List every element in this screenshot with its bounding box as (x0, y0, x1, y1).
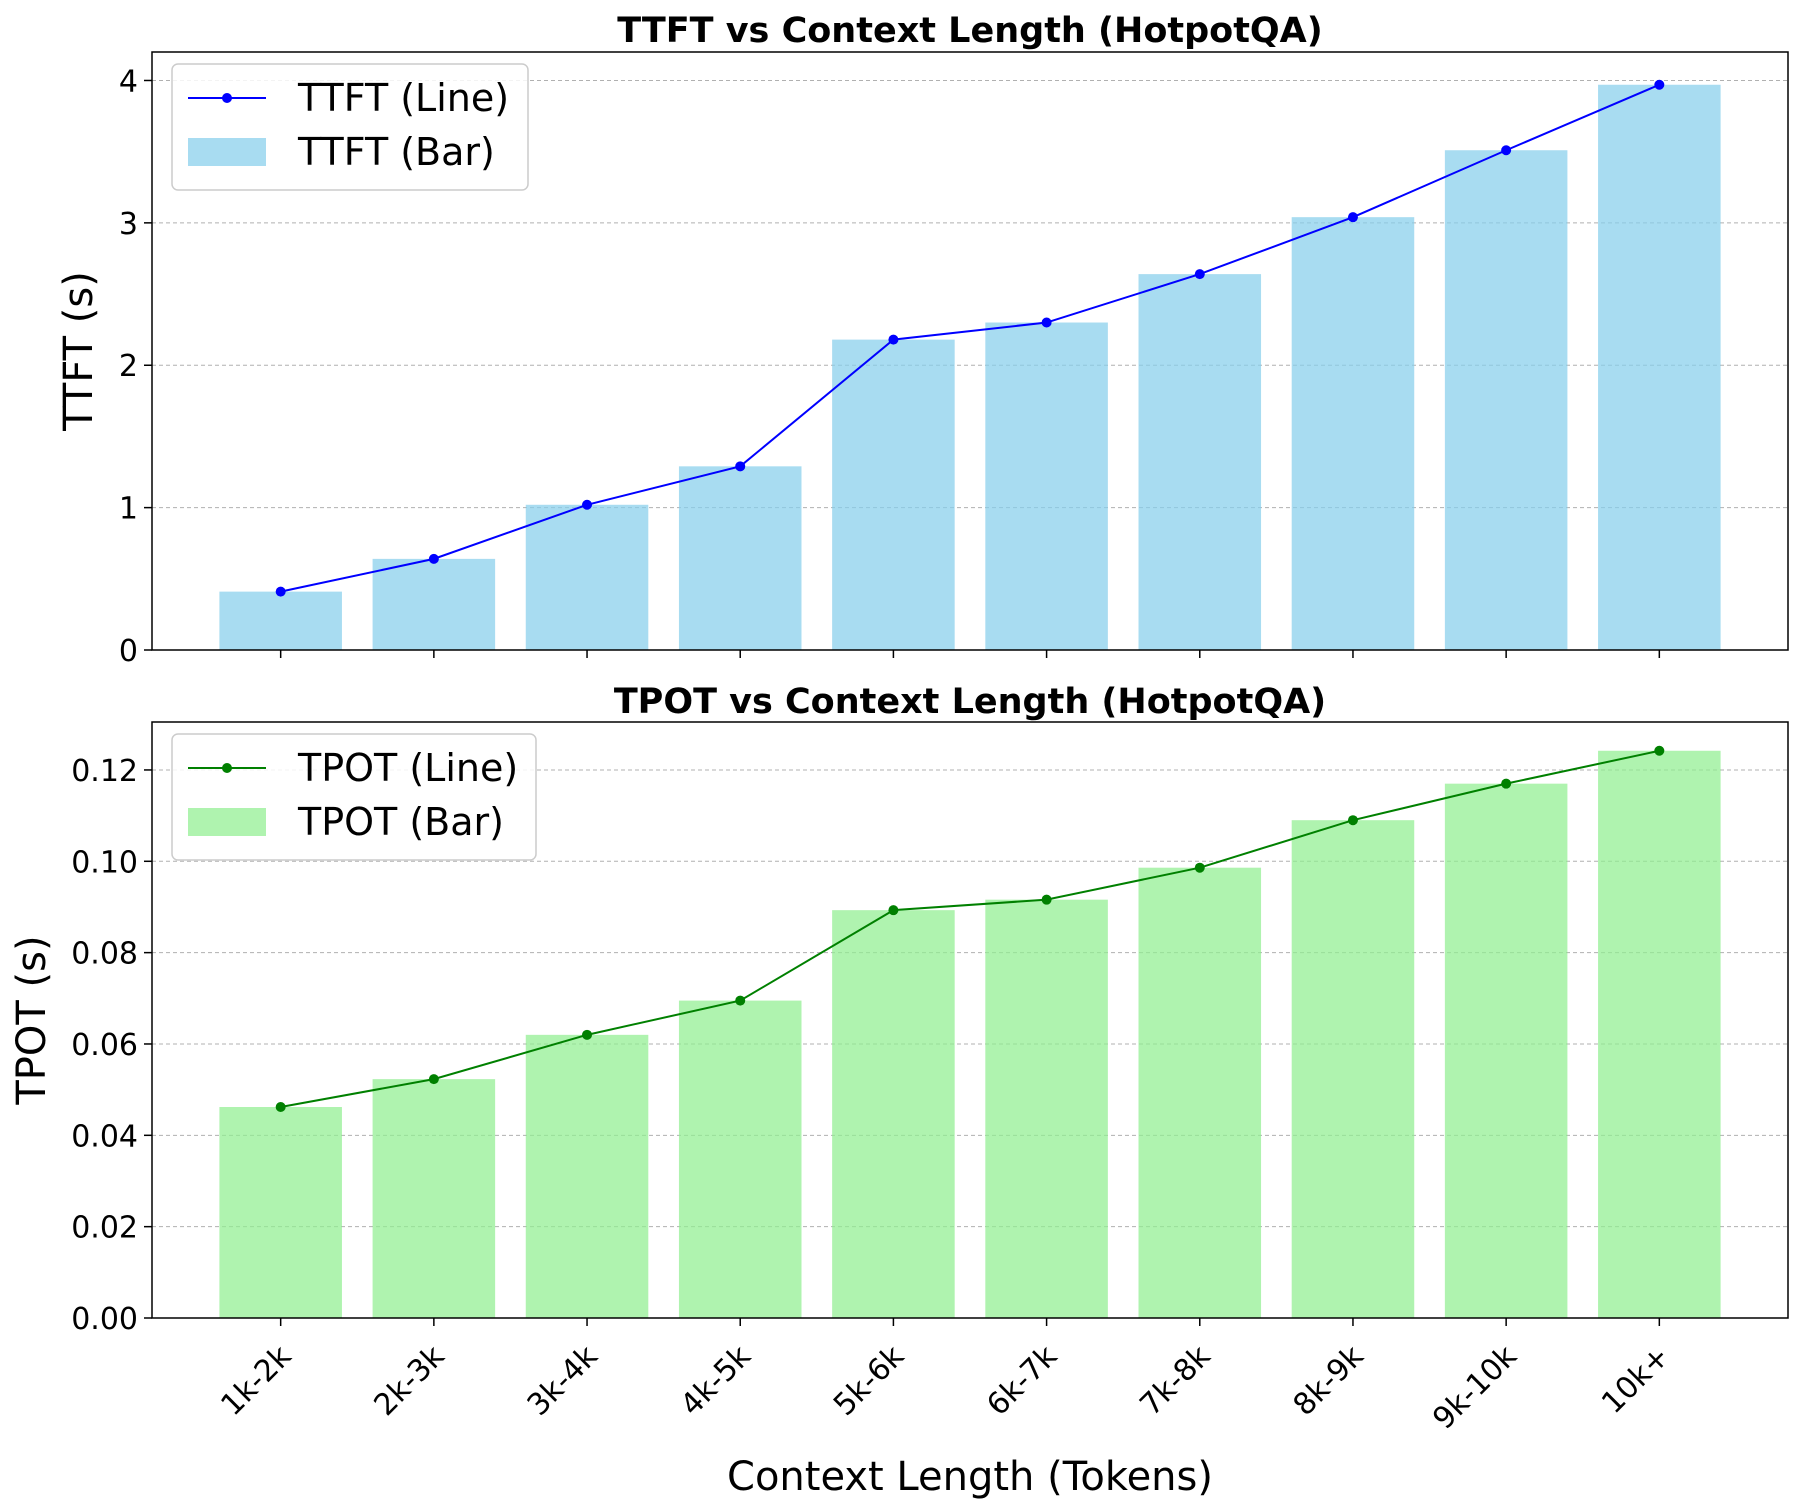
y-tick-label: 0.08 (71, 937, 138, 972)
bar (832, 339, 955, 650)
y-tick-label: 0.02 (71, 1211, 138, 1246)
series-line (280, 83, 1660, 593)
legend-label: TPOT (Line) (297, 746, 518, 790)
bar (832, 910, 955, 1318)
line-point (1347, 815, 1358, 826)
line-point (735, 461, 746, 472)
bar (985, 899, 1108, 1318)
y-tick-label: 2 (119, 349, 138, 384)
x-tick-label: 7k-8k (1133, 1338, 1217, 1422)
legend-bar-swatch (188, 808, 266, 836)
y-tick-label: 1 (119, 492, 138, 527)
y-tick-label: 0.06 (71, 1028, 138, 1063)
y-tick-label: 0.04 (71, 1119, 138, 1154)
line-point (735, 995, 746, 1006)
chart-title: TPOT vs Context Length (HotpotQA) (614, 682, 1326, 722)
line-point (1501, 145, 1512, 156)
line-point (1194, 269, 1205, 280)
plot-frame (151, 51, 1789, 651)
x-tick-label: 8k-9k (1287, 1338, 1371, 1422)
bar (1598, 84, 1721, 650)
line-point (582, 499, 593, 510)
bar (525, 1034, 649, 1318)
ttft-panel: TTFT vs Context Length (HotpotQA) 0 1 2 3 4 TT… (56, 11, 1789, 669)
x-tick-label: 5k-6k (827, 1338, 911, 1422)
line-point (428, 553, 439, 564)
x-axis-label: Context Length (Tokens) (727, 1454, 1213, 1500)
legend-marker (222, 763, 232, 773)
x-tick-label: 9k-10k (1426, 1338, 1524, 1436)
y-tick-label: 0.10 (71, 845, 138, 880)
bar (525, 504, 649, 650)
line-point (888, 905, 899, 916)
legend: TPOT (Line) TPOT (Bar) (171, 733, 537, 861)
legend-label: TTFT (Bar) (297, 130, 495, 174)
y-tick-label: 4 (119, 64, 138, 99)
y-axis-label: TPOT (s) (9, 935, 55, 1105)
line-point (1347, 212, 1358, 223)
line-point (1501, 778, 1512, 789)
x-tick-label: 3k-4k (521, 1338, 605, 1422)
line-point (275, 586, 286, 597)
bar (1444, 783, 1568, 1318)
line-point (1041, 894, 1052, 905)
y-tick-label: 3 (119, 207, 138, 242)
bar (219, 1107, 342, 1318)
legend-label: TTFT (Line) (297, 76, 509, 120)
chart-title: TTFT vs Context Length (HotpotQA) (617, 11, 1323, 51)
bar (1444, 150, 1568, 650)
line-point (1041, 317, 1052, 328)
x-tick-label: 4k-5k (674, 1338, 758, 1422)
plot-frame (151, 721, 1789, 1319)
x-tick-label: 1k-2k (214, 1338, 298, 1422)
legend-marker (222, 93, 232, 103)
legend: TTFT (Line) TTFT (Bar) (171, 63, 529, 191)
line-point (1654, 79, 1665, 90)
series-line (280, 749, 1660, 1108)
bar (678, 466, 802, 650)
line-point (1194, 862, 1205, 873)
line-point (582, 1029, 593, 1040)
bar (372, 558, 496, 650)
y-tick-label: 0.12 (71, 754, 138, 789)
line-point (888, 334, 899, 345)
legend-label: TPOT (Bar) (297, 800, 504, 844)
legend-bar-swatch (188, 138, 266, 166)
bar (1598, 750, 1721, 1318)
tpot-panel: TPOT vs Context Length (HotpotQA) 0.00 0.0… (9, 682, 1789, 1500)
y-tick-label: 0 (119, 634, 138, 669)
line-point (428, 1074, 439, 1085)
bar (678, 1000, 802, 1318)
bar (1291, 217, 1415, 650)
y-tick-label: 0.00 (71, 1302, 138, 1337)
bar (1291, 820, 1415, 1318)
bar (219, 591, 342, 650)
x-tick-label: 6k-7k (980, 1338, 1064, 1422)
bar (372, 1079, 496, 1318)
line-point (275, 1102, 286, 1113)
x-tick-label: 10k+ (1595, 1339, 1677, 1421)
bar (1138, 867, 1262, 1318)
line-point (1654, 745, 1665, 756)
bar (1138, 274, 1262, 650)
x-tick-label: 2k-3k (368, 1338, 452, 1422)
y-axis-label: TTFT (s) (56, 271, 102, 432)
bar (985, 322, 1108, 650)
